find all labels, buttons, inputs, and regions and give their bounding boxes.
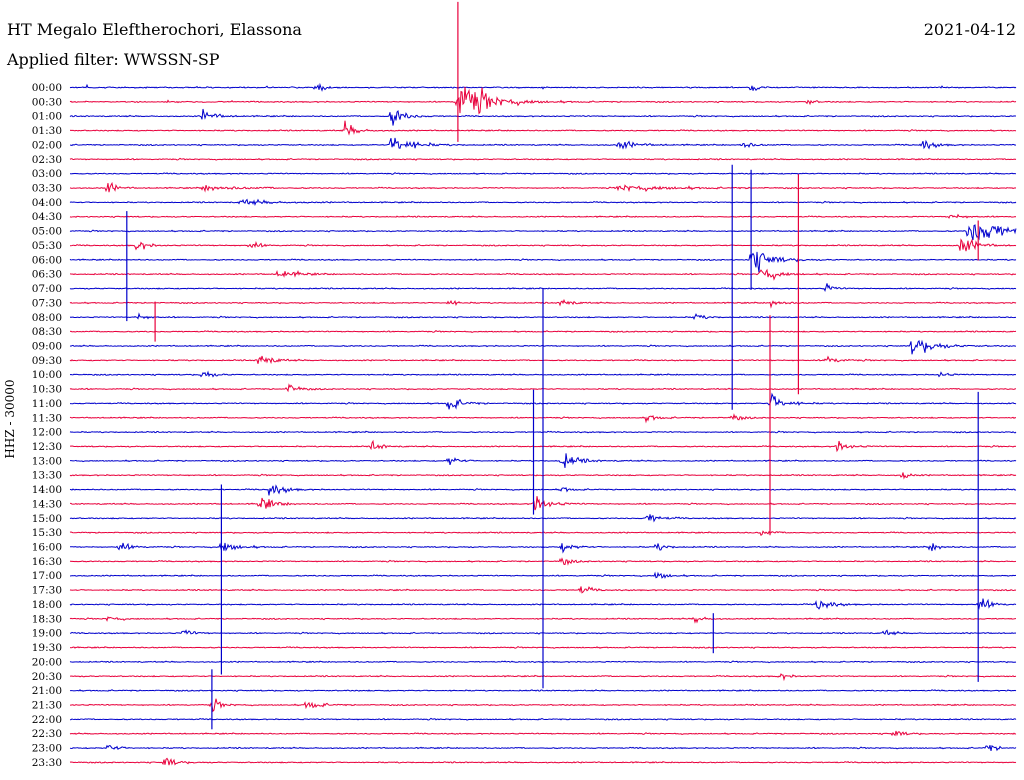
time-label-0300: 03:00 [32,168,62,180]
time-label-1330: 13:30 [32,470,62,482]
time-label-0700: 07:00 [32,283,62,295]
trace-0300 [69,172,1017,176]
time-label-1030: 10:30 [32,384,62,396]
trace-2130 [69,698,1017,713]
time-label-1500: 15:00 [32,513,62,525]
time-label-0400: 04:00 [32,197,62,209]
time-label-1630: 16:30 [32,556,62,568]
time-label-0530: 05:30 [32,240,62,252]
date-label: 2021-04-12 [923,20,1016,39]
trace-0200 [69,137,1017,150]
time-label-0130: 01:30 [32,125,62,137]
trace-0330 [69,181,1017,193]
time-label-0600: 06:00 [32,254,62,266]
trace-0600 [69,251,1017,273]
time-label-0030: 00:30 [32,96,62,108]
trace-0430 [69,213,1017,219]
time-label-1130: 11:30 [32,412,62,424]
trace-2330 [69,757,1017,766]
time-label-2300: 23:00 [32,743,62,755]
time-label-1700: 17:00 [32,570,62,582]
time-label-2330: 23:30 [32,757,62,769]
time-label-0730: 07:30 [32,297,62,309]
time-label-0430: 04:30 [32,211,62,223]
trace-2200 [69,717,1017,721]
trace-0000 [69,82,1017,92]
time-label-2030: 20:30 [32,671,62,683]
time-label-1300: 13:00 [32,455,62,467]
time-label-0230: 02:30 [32,154,62,166]
time-label-1530: 15:30 [32,527,62,539]
time-label-0830: 08:30 [32,326,62,338]
time-label-1230: 12:30 [32,441,62,453]
time-label-1200: 12:00 [32,427,62,439]
trace-2230 [69,730,1017,737]
time-label-1900: 19:00 [32,628,62,640]
time-label-0500: 05:00 [32,226,62,238]
trace-2300 [69,744,1017,752]
time-label-1430: 14:30 [32,498,62,510]
trace-0230 [69,157,1017,161]
trace-0100 [69,108,1016,126]
time-label-0900: 09:00 [32,340,62,352]
time-label-0930: 09:30 [32,355,62,367]
time-label-0330: 03:30 [32,183,62,195]
filter-label: Applied filter: WWSSN-SP [7,50,220,69]
time-label-0630: 06:30 [32,269,62,281]
time-label-1600: 16:00 [32,542,62,554]
time-label-2230: 22:30 [32,728,62,740]
trace-0400 [69,198,1017,206]
time-label-0200: 02:00 [32,139,62,151]
time-label-1000: 10:00 [32,369,62,381]
trace-0530 [69,238,1017,252]
trace-0130 [69,120,1017,136]
trace-2100 [69,689,1017,693]
time-label-0800: 08:00 [32,312,62,324]
trace-0500 [69,224,1017,241]
time-label-2200: 22:00 [32,714,62,726]
time-label-2000: 20:00 [32,656,62,668]
time-label-0100: 01:00 [32,111,62,123]
time-label-1100: 11:00 [32,398,62,410]
time-label-2130: 21:30 [32,699,62,711]
trace-0030 [69,86,1017,115]
time-label-2100: 21:00 [32,685,62,697]
time-label-1930: 19:30 [32,642,62,654]
station-title: HT Megalo Eleftherochori, Elassona [7,20,302,39]
time-label-1400: 14:00 [32,484,62,496]
time-label-1730: 17:30 [32,585,62,597]
time-label-1830: 18:30 [32,613,62,625]
trace-0630 [69,268,1017,281]
time-label-1800: 18:00 [32,599,62,611]
time-label-0000: 00:00 [32,82,62,94]
